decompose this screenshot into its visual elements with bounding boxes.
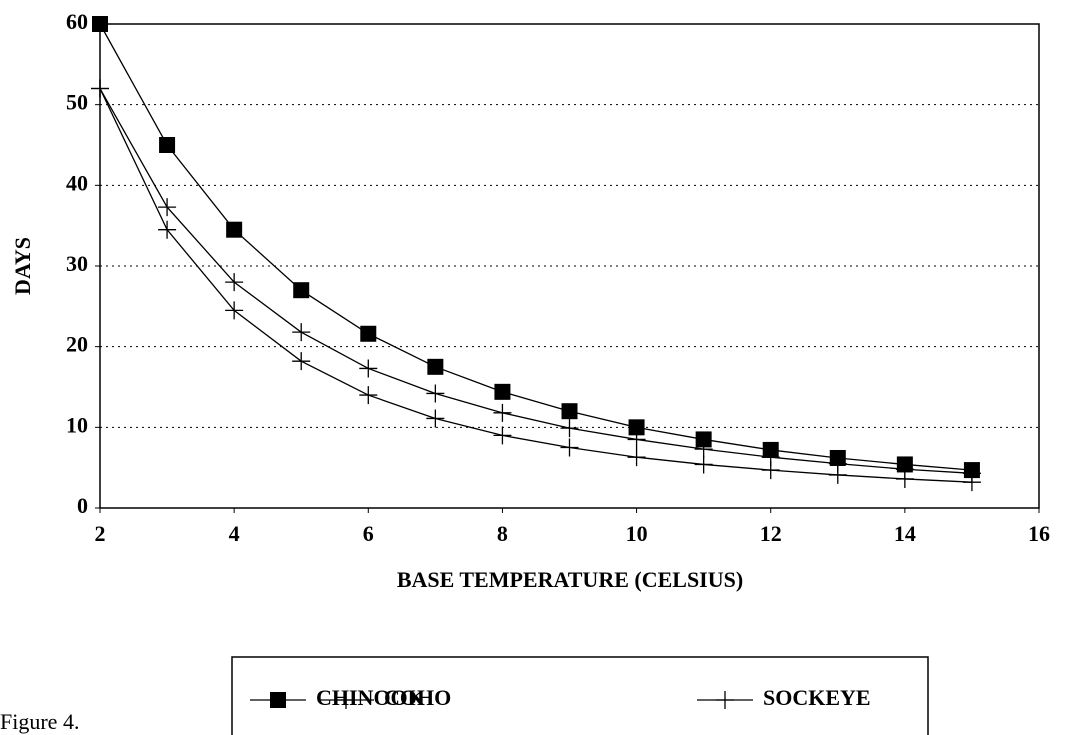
marker — [426, 384, 445, 403]
y-tick-label: 50 — [66, 90, 88, 115]
marker — [292, 323, 311, 342]
marker — [695, 431, 712, 448]
y-axis-label: DAYS — [10, 237, 35, 295]
marker — [628, 419, 645, 436]
marker — [92, 16, 108, 32]
legend-label: SOCKEYE — [763, 685, 871, 710]
marker — [360, 325, 377, 342]
y-tick-label: 30 — [66, 251, 88, 276]
plot-frame — [99, 23, 1040, 509]
x-tick-label: 6 — [363, 521, 374, 546]
series-line — [99, 88, 972, 483]
legend-box — [231, 656, 929, 735]
marker — [337, 691, 355, 709]
marker — [493, 426, 512, 445]
series-line — [99, 88, 972, 474]
marker — [359, 359, 378, 378]
y-tick-label: 10 — [66, 412, 88, 437]
marker — [694, 440, 713, 459]
x-tick-label: 8 — [497, 521, 508, 546]
marker — [359, 386, 378, 405]
marker — [694, 455, 713, 474]
marker — [716, 691, 734, 709]
marker — [158, 198, 177, 217]
y-tick-label: 60 — [66, 9, 88, 34]
x-tick-label: 2 — [95, 521, 106, 546]
marker — [828, 465, 847, 484]
marker — [292, 352, 311, 371]
marker — [627, 448, 646, 467]
marker — [427, 358, 444, 375]
series-line — [99, 23, 972, 471]
x-axis-label: BASE TEMPERATURE (CELSIUS) — [397, 567, 743, 592]
x-tick-label: 10 — [626, 521, 648, 546]
legend-label: COHO — [384, 685, 451, 710]
x-tick-label: 12 — [760, 521, 782, 546]
x-tick-label: 4 — [229, 521, 240, 546]
marker — [962, 473, 981, 492]
legend-label: CHINOOK — [316, 685, 425, 710]
y-tick-label: 0 — [77, 493, 88, 518]
marker — [560, 438, 579, 457]
marker — [226, 221, 243, 238]
y-tick-label: 40 — [66, 170, 88, 195]
marker — [627, 430, 646, 449]
marker — [293, 282, 310, 299]
marker — [493, 403, 512, 422]
marker — [159, 137, 176, 153]
marker — [561, 403, 578, 420]
marker — [494, 383, 511, 400]
x-tick-label: 14 — [894, 521, 916, 546]
marker — [895, 469, 914, 488]
marker — [426, 409, 445, 428]
marker — [761, 461, 780, 480]
y-tick-label: 20 — [66, 332, 88, 357]
marker — [225, 301, 244, 320]
marker — [560, 419, 579, 438]
marker — [225, 273, 244, 292]
marker — [158, 220, 177, 239]
x-tick-label: 16 — [1028, 521, 1050, 546]
marker — [270, 692, 286, 708]
caption: Figure 4. — [0, 709, 79, 734]
marker — [91, 79, 109, 98]
